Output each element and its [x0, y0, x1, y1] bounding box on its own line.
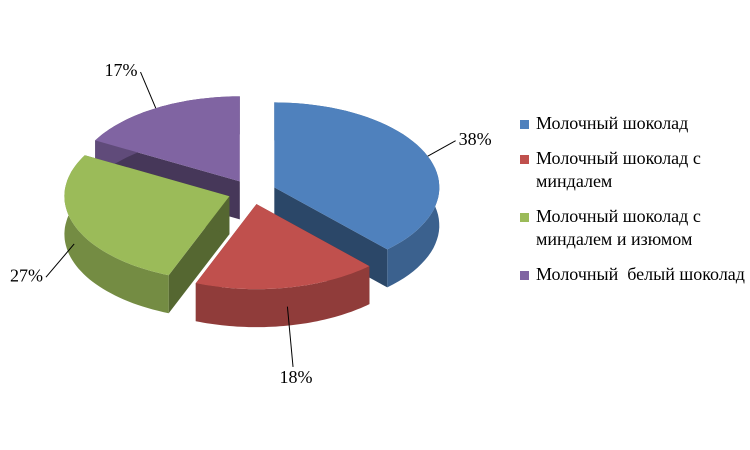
slice	[195, 204, 370, 328]
legend-label: Молочный белый шоколад	[536, 264, 745, 284]
legend-swatch	[520, 120, 529, 129]
data-label: 17%	[105, 60, 138, 80]
legend-label: Молочный шоколад с миндалем и изюмом	[536, 206, 706, 249]
legend-label: Молочный шоколад	[536, 113, 689, 133]
leader-line	[427, 140, 456, 157]
legend-swatch	[520, 213, 529, 222]
slice-wall	[64, 155, 169, 314]
data-label: 27%	[10, 265, 43, 285]
leader-line	[286, 306, 294, 367]
legend-item: Молочный белый шоколад	[520, 263, 745, 286]
slice	[95, 96, 240, 182]
legend-item: Молочный шоколад	[520, 112, 745, 135]
legend-swatch	[520, 155, 529, 164]
slice	[195, 204, 370, 290]
slice-wall	[195, 266, 370, 328]
legend-item: Молочный шоколад с миндалем и изюмом	[520, 205, 745, 251]
slice	[64, 155, 230, 314]
slice	[274, 102, 440, 250]
leader-line	[45, 243, 75, 278]
slice	[64, 155, 230, 276]
pie-area: 38% 18% 27% 17%	[10, 60, 492, 387]
legend-label: Молочный шоколад с миндалем	[536, 148, 706, 191]
data-label: 18%	[280, 367, 313, 387]
legend: Молочный шоколад Молочный шоколад с минда…	[520, 112, 745, 298]
data-label: 38%	[459, 129, 492, 149]
legend-swatch	[520, 271, 529, 280]
leader-line	[140, 71, 157, 109]
legend-item: Молочный шоколад с миндалем	[520, 147, 745, 193]
